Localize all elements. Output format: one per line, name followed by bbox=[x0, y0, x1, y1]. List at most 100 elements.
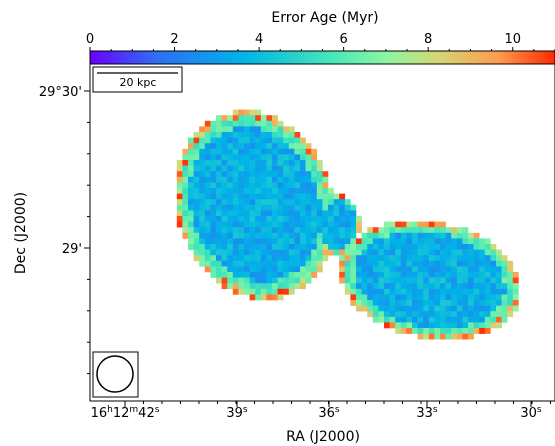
heatmap-pixel bbox=[496, 322, 502, 329]
heatmap-pixel bbox=[361, 249, 368, 256]
heatmap-pixel bbox=[305, 277, 312, 284]
heatmap-pixel bbox=[412, 277, 418, 284]
heatmap-pixel bbox=[423, 221, 430, 228]
heatmap-pixel bbox=[272, 244, 278, 250]
heatmap-pixel bbox=[456, 266, 463, 273]
heatmap-pixel bbox=[305, 244, 312, 250]
heatmap-pixel bbox=[260, 238, 267, 245]
heatmap-pixel bbox=[266, 176, 273, 183]
heatmap-pixel bbox=[456, 227, 463, 234]
heatmap-pixel bbox=[227, 126, 234, 133]
heatmap-pixel bbox=[311, 227, 318, 234]
heatmap-pixel bbox=[283, 266, 290, 273]
heatmap-pixel bbox=[456, 249, 463, 256]
heatmap-pixel bbox=[249, 232, 256, 239]
heatmap-pixel bbox=[249, 182, 256, 189]
heatmap-pixel bbox=[356, 266, 362, 273]
heatmap-pixel bbox=[395, 232, 402, 239]
heatmap-pixel bbox=[249, 143, 256, 150]
heatmap-pixel bbox=[361, 283, 368, 290]
heatmap-pixel bbox=[400, 232, 407, 239]
heatmap-pixel bbox=[406, 277, 413, 284]
heatmap-pixel bbox=[339, 244, 346, 250]
heatmap-pixel bbox=[501, 266, 508, 273]
heatmap-pixel bbox=[395, 244, 402, 250]
heatmap-pixel bbox=[232, 288, 239, 295]
heatmap-pixel bbox=[244, 188, 250, 194]
heatmap-pixel bbox=[266, 260, 273, 267]
heatmap-pixel bbox=[260, 120, 267, 127]
heatmap-pixel bbox=[400, 255, 407, 262]
heatmap-pixel bbox=[311, 232, 318, 239]
heatmap-pixel bbox=[484, 260, 491, 267]
heatmap-pixel bbox=[462, 322, 469, 329]
heatmap-pixel bbox=[227, 227, 234, 234]
heatmap-pixel bbox=[294, 272, 301, 278]
heatmap-pixel bbox=[204, 137, 211, 144]
heatmap-pixel bbox=[462, 311, 469, 318]
heatmap-pixel bbox=[232, 232, 239, 239]
heatmap-pixel bbox=[322, 255, 329, 262]
heatmap-pixel bbox=[512, 277, 519, 284]
heatmap-pixel bbox=[311, 165, 318, 172]
heatmap-pixel bbox=[428, 288, 435, 295]
heatmap-pixel bbox=[182, 204, 189, 211]
heatmap-pixel bbox=[176, 193, 183, 200]
heatmap-pixel bbox=[372, 288, 379, 295]
heatmap-pixel bbox=[238, 171, 245, 178]
heatmap-pixel bbox=[328, 210, 334, 217]
colorbar bbox=[89, 50, 555, 65]
heatmap-pixel bbox=[249, 227, 256, 234]
heatmap-pixel bbox=[272, 255, 278, 262]
heatmap-pixel bbox=[378, 288, 385, 295]
heatmap-pixel bbox=[468, 316, 474, 323]
heatmap-pixel bbox=[199, 171, 206, 178]
heatmap-pixel bbox=[372, 294, 379, 301]
heatmap-pixel bbox=[210, 216, 217, 222]
colorbar-title: Error Age (Myr) bbox=[271, 10, 378, 26]
heatmap-pixel bbox=[249, 221, 256, 228]
heatmap-pixel bbox=[227, 132, 234, 138]
heatmap-pixel bbox=[322, 210, 329, 217]
heatmap-pixel bbox=[356, 300, 362, 306]
heatmap-pixel bbox=[193, 199, 200, 206]
heatmap-pixel bbox=[361, 294, 368, 301]
heatmap-pixel bbox=[479, 328, 486, 334]
heatmap-pixel bbox=[428, 333, 435, 340]
heatmap-pixel bbox=[400, 244, 407, 250]
heatmap-pixel bbox=[445, 328, 452, 334]
heatmap-pixel bbox=[333, 204, 340, 211]
heatmap-pixel bbox=[372, 260, 379, 267]
heatmap-pixel bbox=[266, 204, 273, 211]
heatmap-pixel bbox=[316, 232, 323, 239]
heatmap-pixel bbox=[244, 137, 250, 144]
heatmap-pixel bbox=[221, 238, 228, 245]
heatmap-pixel bbox=[445, 277, 452, 284]
heatmap-pixel bbox=[221, 216, 228, 222]
heatmap-pixel bbox=[260, 227, 267, 234]
heatmap-pixel bbox=[384, 272, 390, 278]
heatmap-pixel bbox=[300, 277, 306, 284]
heatmap-pixel bbox=[356, 277, 362, 284]
heatmap-pixel bbox=[507, 266, 514, 273]
heatmap-pixel bbox=[406, 300, 413, 306]
heatmap-pixel bbox=[244, 210, 250, 217]
heatmap-pixel bbox=[227, 232, 234, 239]
heatmap-pixel bbox=[496, 311, 502, 318]
heatmap-pixel bbox=[434, 232, 441, 239]
heatmap-pixel bbox=[193, 132, 200, 138]
heatmap-pixel bbox=[400, 272, 407, 278]
heatmap-pixel bbox=[216, 238, 222, 245]
heatmap-pixel bbox=[372, 305, 379, 312]
heatmap-pixel bbox=[507, 311, 514, 318]
heatmap-pixel bbox=[300, 238, 306, 245]
heatmap-pixel bbox=[277, 120, 284, 127]
heatmap-pixel bbox=[490, 283, 497, 290]
heatmap-pixel bbox=[188, 216, 194, 222]
heatmap-pixel bbox=[255, 143, 262, 150]
heatmap-pixel bbox=[389, 272, 396, 278]
heatmap-pixel bbox=[473, 277, 480, 284]
heatmap-pixel bbox=[473, 311, 480, 318]
x-tick-label: 30s bbox=[520, 405, 542, 421]
heatmap-pixel bbox=[216, 182, 222, 189]
